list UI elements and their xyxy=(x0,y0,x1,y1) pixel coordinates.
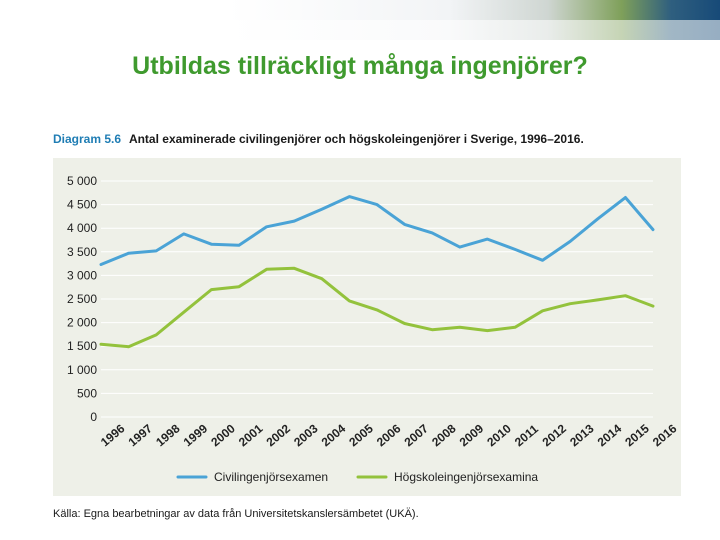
x-tick-label: 2008 xyxy=(429,421,459,449)
series-line-hogskoleingenjor xyxy=(99,266,655,349)
x-tick-label: 2016 xyxy=(650,421,680,449)
x-tick-label: 2014 xyxy=(595,421,625,449)
y-tick-label: 4 500 xyxy=(67,198,97,212)
x-tick-label: 2001 xyxy=(236,421,266,449)
x-tick-label: 2006 xyxy=(374,421,404,449)
x-tick-label: 2009 xyxy=(457,421,487,449)
x-tick-label: 2002 xyxy=(264,421,294,449)
x-tick-label: 2011 xyxy=(512,422,541,450)
x-tick-label: 2007 xyxy=(402,421,432,449)
y-tick-label: 3 500 xyxy=(67,245,97,259)
x-tick-label: 2003 xyxy=(291,421,321,449)
x-tick-label: 2004 xyxy=(319,421,349,449)
header-gradient-band xyxy=(228,0,720,40)
series-line-civilingenjor xyxy=(99,195,655,266)
y-tick-label: 2 500 xyxy=(67,292,97,306)
figure-caption: Diagram 5.6 Antal examinerade civilingen… xyxy=(53,132,584,146)
x-tick-label: 1998 xyxy=(153,421,183,449)
x-tick-label: 2015 xyxy=(622,421,652,449)
x-tick-label: 1997 xyxy=(126,421,156,449)
x-tick-label: 2005 xyxy=(346,421,376,449)
y-tick-label: 1 000 xyxy=(67,363,97,377)
y-tick-label: 1 500 xyxy=(67,339,97,353)
chart-panel: 0 500 1 000 1 500 2 000 2 500 3 000 3 500 4 000 4… xyxy=(53,158,681,496)
legend-label: Civilingenjörsexamen xyxy=(214,470,328,484)
x-tick-label: 1999 xyxy=(181,421,211,449)
figure-caption-text: Antal examinerade civilingenjörer och hö… xyxy=(128,132,584,146)
y-tick-label: 4 000 xyxy=(67,221,97,235)
figure-caption-prefix: Diagram 5.6 xyxy=(53,132,122,146)
source-note: Källa: Egna bearbetningar av data från U… xyxy=(53,508,419,520)
slide-title: Utbildas tillräckligt många ingenjörer? xyxy=(132,52,588,80)
y-tick-label: 500 xyxy=(77,386,97,400)
y-tick-label: 2 000 xyxy=(67,316,97,330)
x-tick-label: 1996 xyxy=(98,421,128,449)
y-tick-label: 3 000 xyxy=(67,268,97,282)
y-tick-label: 5 000 xyxy=(67,174,97,188)
x-tick-label: 2000 xyxy=(208,421,238,449)
y-tick-label: 0 xyxy=(90,410,97,424)
x-tick-label: 2012 xyxy=(540,421,570,449)
x-tick-label: 2010 xyxy=(484,421,514,449)
line-chart: 0 500 1 000 1 500 2 000 2 500 3 000 3 500 4 000 4… xyxy=(67,174,680,484)
x-tick-label: 2013 xyxy=(567,421,597,449)
legend-label: Högskoleingenjörsexamina xyxy=(394,470,538,484)
